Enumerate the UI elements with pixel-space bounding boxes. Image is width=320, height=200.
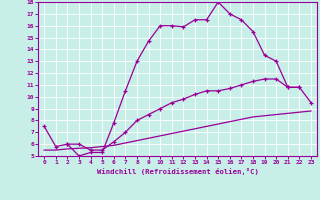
X-axis label: Windchill (Refroidissement éolien,°C): Windchill (Refroidissement éolien,°C) — [97, 168, 259, 175]
